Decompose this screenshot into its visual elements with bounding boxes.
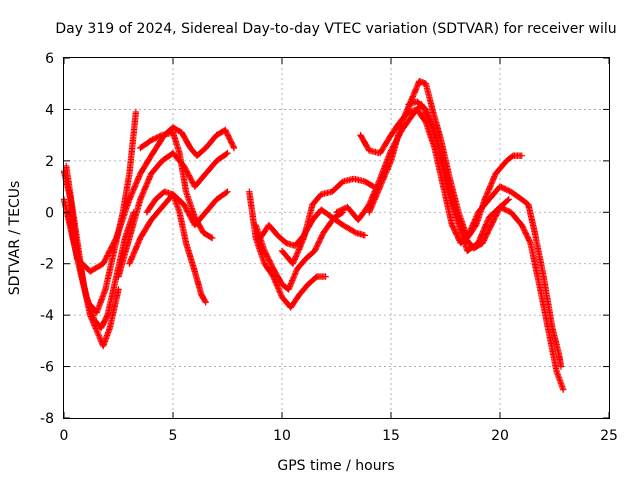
y-axis-label: SDTVAR / TECUs: [7, 181, 23, 296]
axis-ticks: [63, 57, 610, 419]
x-tick-labels: 0 5 10 15 20 25: [60, 428, 618, 444]
series-track-16: [405, 98, 567, 393]
data-point-markers: [405, 98, 567, 393]
data-point-markers: [137, 129, 216, 242]
data-point-markers: [278, 175, 377, 267]
plot-frame: [63, 57, 610, 419]
x-tick-label: 15: [382, 428, 400, 444]
series-track-8: [137, 129, 216, 242]
y-tick-label: -2: [40, 257, 54, 273]
series-track-12: [278, 175, 377, 267]
chart-title: Day 319 of 2024, Sidereal Day-to-day VTE…: [55, 21, 616, 37]
data-point-markers: [126, 188, 231, 267]
data-point-markers: [143, 188, 209, 306]
x-axis-label: GPS time / hours: [277, 458, 394, 474]
y-tick-label: 6: [45, 51, 54, 67]
x-tick-label: 5: [169, 428, 178, 444]
y-tick-label: 2: [45, 154, 54, 170]
series-track-14: [366, 77, 525, 242]
data-point-markers: [357, 106, 565, 370]
y-tick-label: -6: [40, 360, 54, 376]
series-track-15: [357, 106, 565, 370]
y-tick-label: -8: [40, 411, 54, 427]
data-point-markers: [65, 124, 238, 275]
data-series: [60, 77, 567, 393]
data-point-markers: [366, 77, 525, 242]
x-tick-label: 0: [60, 428, 69, 444]
series-track-10: [252, 209, 347, 293]
y-tick-label: -4: [40, 308, 54, 324]
x-tick-label: 25: [600, 428, 618, 444]
data-point-markers: [252, 209, 347, 293]
series-track-7: [143, 188, 209, 306]
y-tick-labels: -8 -6 -4 -2 0 2 4 6: [40, 51, 54, 427]
y-tick-label: 0: [45, 205, 54, 221]
y-tick-label: 4: [45, 102, 54, 118]
series-track-4: [65, 124, 238, 275]
x-tick-label: 10: [273, 428, 291, 444]
x-tick-label: 20: [491, 428, 509, 444]
series-track-6: [126, 188, 231, 267]
